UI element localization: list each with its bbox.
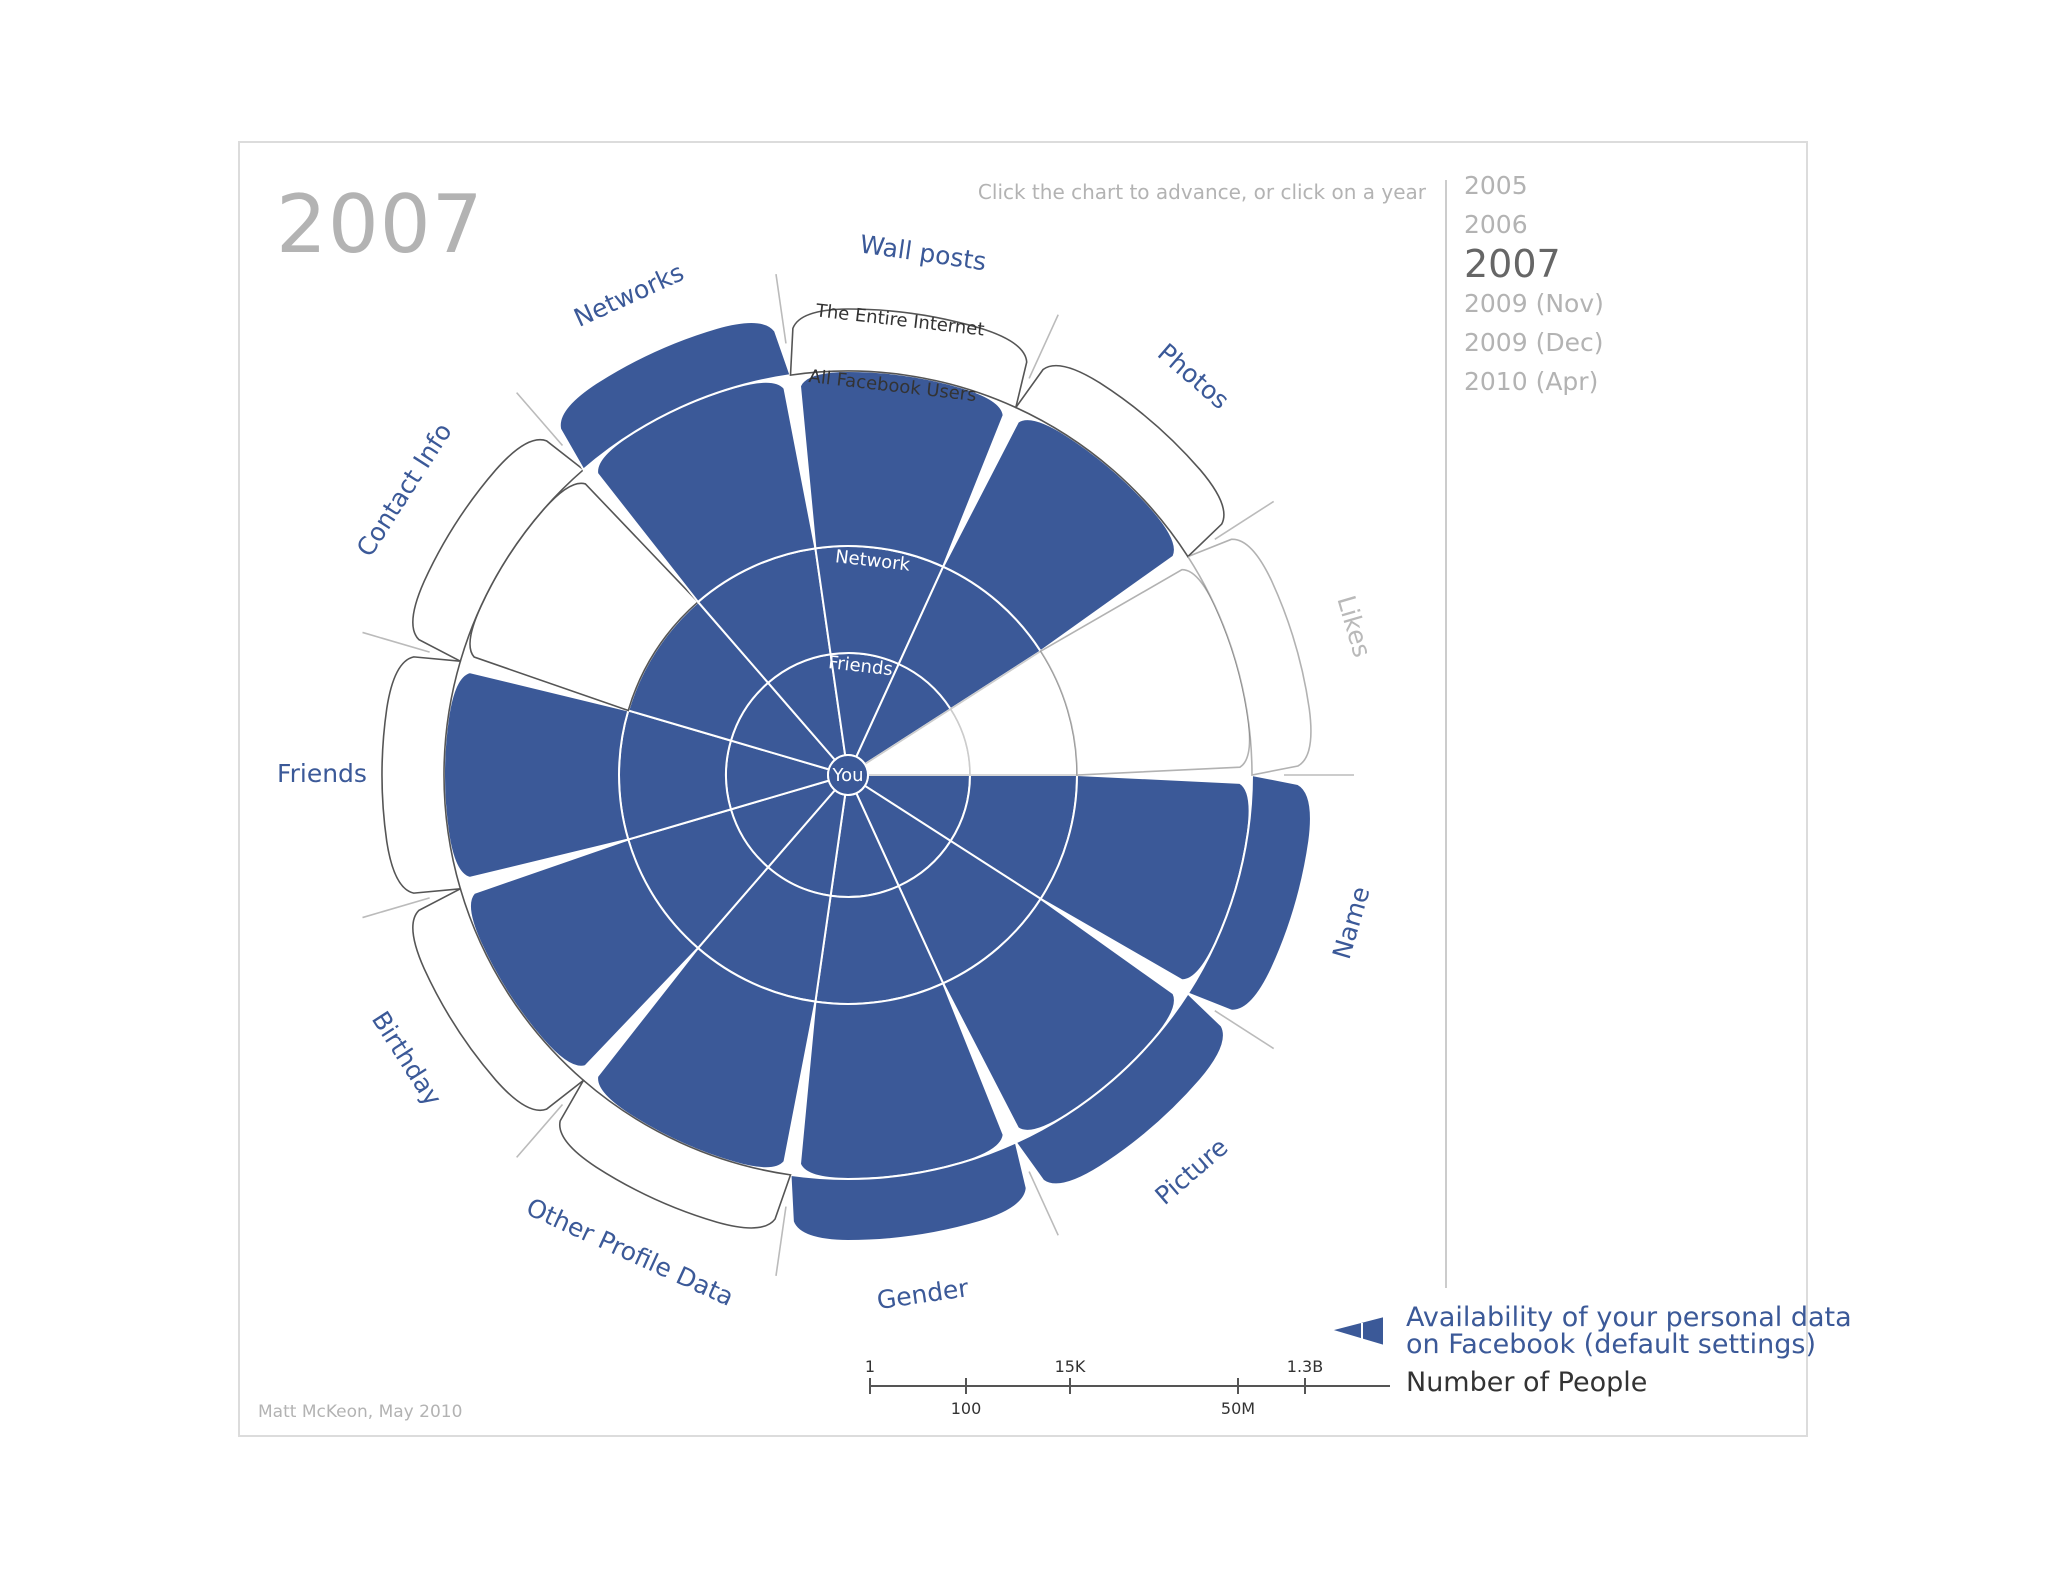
spoke-line bbox=[516, 1103, 564, 1158]
wedge-likes-ring-2 bbox=[949, 650, 1078, 776]
category-label-name[interactable]: Name bbox=[1327, 883, 1376, 962]
wedge-layer bbox=[362, 274, 1354, 1276]
legend-wedge-icon bbox=[1326, 1314, 1385, 1348]
legend-availability-line1: Availability of your personal data bbox=[1406, 1302, 1852, 1333]
scale-tick-50m: 50M bbox=[1221, 1399, 1255, 1418]
spoke-line bbox=[1028, 314, 1059, 379]
spoke-line bbox=[775, 1206, 787, 1276]
category-label-likes[interactable]: Likes bbox=[1331, 592, 1377, 660]
spoke-line bbox=[775, 274, 787, 344]
year-2006[interactable]: 2006 bbox=[1464, 210, 1528, 239]
year-2005[interactable]: 2005 bbox=[1464, 171, 1528, 200]
wedge-birthday-ring-4 bbox=[412, 887, 585, 1111]
wedge-friends-ring-3 bbox=[443, 671, 630, 879]
wedge-photos-ring-4 bbox=[1014, 364, 1225, 558]
people-scale-axis: 1 15K 1.3B 100 50M bbox=[865, 1357, 1390, 1418]
year-2007[interactable]: 2007 bbox=[1464, 242, 1561, 286]
category-label-networks[interactable]: Networks bbox=[569, 258, 688, 333]
scale-tick-15k: 15K bbox=[1055, 1357, 1086, 1376]
wedge-contact-info[interactable] bbox=[412, 439, 851, 777]
wedge-picture-ring-4 bbox=[1014, 991, 1225, 1186]
spoke-line bbox=[516, 392, 564, 447]
wedge-birthday[interactable] bbox=[412, 773, 851, 1111]
wedge-gender[interactable] bbox=[789, 771, 1028, 1243]
wedge-friends[interactable] bbox=[381, 656, 852, 894]
wedge-name[interactable] bbox=[844, 773, 1312, 1012]
wedge-networks-ring-4 bbox=[558, 321, 792, 472]
ring-label-you: You bbox=[831, 765, 863, 786]
wedge-other-profile-data-ring-4 bbox=[558, 1079, 792, 1229]
wedge-likes-ring-3 bbox=[1039, 568, 1251, 776]
category-label-wall-posts[interactable]: Wall posts bbox=[858, 229, 988, 276]
year-2009-nov[interactable]: 2009 (Nov) bbox=[1464, 289, 1604, 318]
spoke-line bbox=[1214, 1010, 1275, 1050]
spoke-line bbox=[362, 897, 430, 919]
scale-tick-1: 1 bbox=[865, 1357, 875, 1376]
chart-frame bbox=[238, 141, 1808, 1437]
wedge-wall-posts-ring-4 bbox=[789, 308, 1028, 409]
year-2009-dec[interactable]: 2009 (Dec) bbox=[1464, 328, 1604, 357]
wedge-friends-ring-4 bbox=[381, 656, 462, 894]
wedge-contact-info-ring-4 bbox=[412, 439, 585, 663]
wedge-picture[interactable] bbox=[845, 772, 1225, 1186]
category-label-photos[interactable]: Photos bbox=[1152, 338, 1235, 415]
current-year-title: 2007 bbox=[276, 178, 484, 271]
advance-hint[interactable]: Click the chart to advance, or click on … bbox=[977, 180, 1426, 204]
scale-tick-100: 100 bbox=[951, 1399, 982, 1418]
legend-availability-line2: on Facebook (default settings) bbox=[1406, 1329, 1816, 1360]
wedge-likes[interactable] bbox=[845, 538, 1312, 776]
spoke-line bbox=[1028, 1171, 1059, 1236]
scale-tick-1-3b: 1.3B bbox=[1287, 1357, 1323, 1376]
wedge-likes-ring-4 bbox=[1186, 538, 1312, 776]
center-you-circle bbox=[827, 754, 869, 796]
category-label-gender[interactable]: Gender bbox=[875, 1273, 971, 1315]
year-nav: 2005 2006 2007 2009 (Nov) 2009 (Dec) 201… bbox=[1464, 166, 1604, 401]
wedge-other-profile-data[interactable] bbox=[558, 771, 850, 1229]
legend-number-of-people: Number of People bbox=[1406, 1367, 1648, 1398]
category-label-contact-info[interactable]: Contact Info bbox=[351, 418, 458, 562]
category-label-friends[interactable]: Friends bbox=[277, 759, 367, 788]
legend-availability: Availability of your personal data on Fa… bbox=[1406, 1304, 1852, 1358]
year-nav-divider bbox=[1445, 180, 1447, 1288]
wedge-name-ring-4 bbox=[1186, 773, 1312, 1012]
spoke-line bbox=[362, 631, 430, 653]
wedge-networks[interactable] bbox=[558, 321, 850, 779]
spoke-line bbox=[1214, 500, 1275, 540]
credit: Matt McKeon, May 2010 bbox=[258, 1402, 463, 1422]
category-label-picture[interactable]: Picture bbox=[1149, 1132, 1233, 1210]
wedge-gender-ring-4 bbox=[789, 1141, 1028, 1243]
category-label-birthday[interactable]: Birthday bbox=[366, 1006, 448, 1111]
year-2010-apr[interactable]: 2010 (Apr) bbox=[1464, 367, 1599, 396]
